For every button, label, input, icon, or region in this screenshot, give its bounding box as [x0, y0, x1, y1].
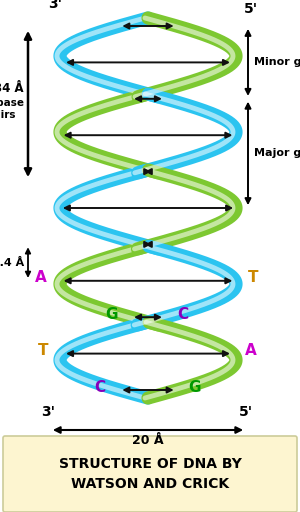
- Text: 34 Å: 34 Å: [0, 82, 24, 95]
- Text: 5': 5': [239, 405, 253, 419]
- Text: G: G: [105, 307, 118, 322]
- Text: C: C: [177, 307, 188, 322]
- Text: 5': 5': [244, 2, 258, 16]
- Text: STRUCTURE OF DNA BY
WATSON AND CRICK: STRUCTURE OF DNA BY WATSON AND CRICK: [58, 457, 242, 490]
- Text: 3': 3': [48, 0, 62, 11]
- Text: 10 base
pairs: 10 base pairs: [0, 98, 24, 120]
- Text: C: C: [94, 379, 105, 395]
- Text: T: T: [248, 270, 259, 285]
- Text: Major groove: Major groove: [254, 148, 300, 158]
- FancyBboxPatch shape: [3, 436, 297, 512]
- Text: 20 Å: 20 Å: [132, 434, 164, 447]
- Text: A: A: [245, 343, 257, 358]
- Text: 3.4 Å: 3.4 Å: [0, 258, 24, 268]
- Text: T: T: [38, 343, 48, 358]
- Text: A: A: [35, 270, 46, 285]
- Text: Minor groove: Minor groove: [254, 57, 300, 68]
- Text: 3': 3': [41, 405, 55, 419]
- Text: G: G: [188, 379, 201, 395]
